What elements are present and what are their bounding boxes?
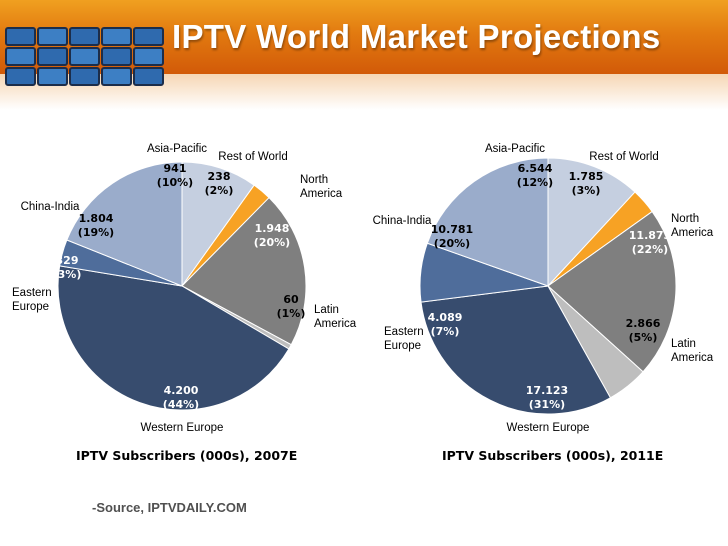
value-label-north-america-2007: 1.948 (20%): [254, 222, 290, 249]
chart-title-2007: IPTV Subscribers (000s), 2007E: [76, 448, 298, 463]
region-label-china-india-2007: China-India: [21, 201, 80, 213]
tv-screen-tile: [37, 47, 68, 66]
value-label-china-india-2007: 1.804 (19%): [78, 212, 114, 239]
value-label-asia-pacific-2007: 941 (10%): [157, 162, 193, 189]
tv-screen-tile: [5, 47, 36, 66]
region-label-eastern-europe-2007: Eastern Europe: [12, 287, 52, 313]
tv-screens-logo: [5, 27, 164, 86]
pie-slice-north-america-2011: [547, 210, 677, 373]
pie-slice-china-india-2011: [426, 157, 549, 287]
pie-slice-north-america-2007: [181, 196, 307, 346]
source-note: -Source, IPTVDAILY.COM: [92, 500, 247, 515]
value-label-rest-of-world-2007: 238 (2%): [205, 170, 234, 197]
value-label-china-india-2011: 10.781 (20%): [431, 223, 473, 250]
region-label-western-europe-2011: Western Europe: [507, 422, 590, 434]
region-label-rest-of-world-2007: Rest of World: [218, 151, 287, 163]
tv-screen-tile: [133, 27, 164, 46]
value-label-latin-america-2007: 60 (1%): [277, 293, 306, 320]
value-label-eastern-europe-2011: 4.089 (7%): [428, 311, 463, 338]
chart-title-2011: IPTV Subscribers (000s), 2011E: [442, 448, 664, 463]
region-label-asia-pacific-2007: Asia-Pacific: [147, 143, 207, 155]
pie-chart-2011: Asia-Pacific 6.544 (12%) Rest of World 1.785…: [373, 143, 714, 434]
tv-screen-tile: [133, 67, 164, 86]
region-label-north-america-2011: North America: [671, 213, 714, 239]
value-label-western-europe-2007: 4.200 (44%): [163, 384, 199, 411]
value-label-rest-of-world-2011: 1.785 (3%): [569, 170, 604, 197]
region-label-rest-of-world-2011: Rest of World: [589, 151, 658, 163]
value-label-latin-america-2011: 2.866 (5%): [626, 317, 661, 344]
region-label-western-europe-2007: Western Europe: [141, 422, 224, 434]
tv-screen-tile: [37, 27, 68, 46]
tv-screen-tile: [69, 27, 100, 46]
tv-screen-tile: [101, 47, 132, 66]
tv-screen-tile: [69, 47, 100, 66]
tv-screen-tile: [101, 27, 132, 46]
value-label-western-europe-2011: 17.123 (31%): [526, 384, 568, 411]
region-label-north-america-2007: North America: [300, 174, 343, 200]
pie-slice-western-europe-2011: [420, 285, 612, 415]
pie-slice-asia-pacific-2011: [547, 157, 636, 288]
tv-screen-tile: [37, 67, 68, 86]
tv-screen-tile: [133, 47, 164, 66]
value-label-eastern-europe-2007: 329 (3%): [53, 254, 82, 281]
tv-screen-tile: [101, 67, 132, 86]
tv-screen-tile: [5, 27, 36, 46]
value-label-asia-pacific-2011: 6.544 (12%): [517, 162, 553, 189]
region-label-eastern-europe-2011: Eastern Europe: [384, 326, 424, 352]
pie-slice-china-india-2007: [66, 161, 183, 287]
pie-chart-2007: Asia-Pacific 941 (10%) Rest of World 238 (2%)…: [12, 143, 357, 434]
region-label-latin-america-2007: Latin America: [314, 304, 357, 330]
region-label-latin-america-2011: Latin America: [671, 338, 714, 364]
region-label-china-india-2011: China-India: [373, 215, 432, 227]
region-label-asia-pacific-2011: Asia-Pacific: [485, 143, 545, 155]
value-label-north-america-2011: 11.873 (22%): [629, 229, 671, 256]
pie-slice-western-europe-2007: [57, 265, 290, 411]
tv-screen-tile: [69, 67, 100, 86]
page-title: IPTV World Market Projections: [172, 18, 661, 55]
pie-slice-asia-pacific-2007: [181, 161, 255, 288]
tv-screen-tile: [5, 67, 36, 86]
